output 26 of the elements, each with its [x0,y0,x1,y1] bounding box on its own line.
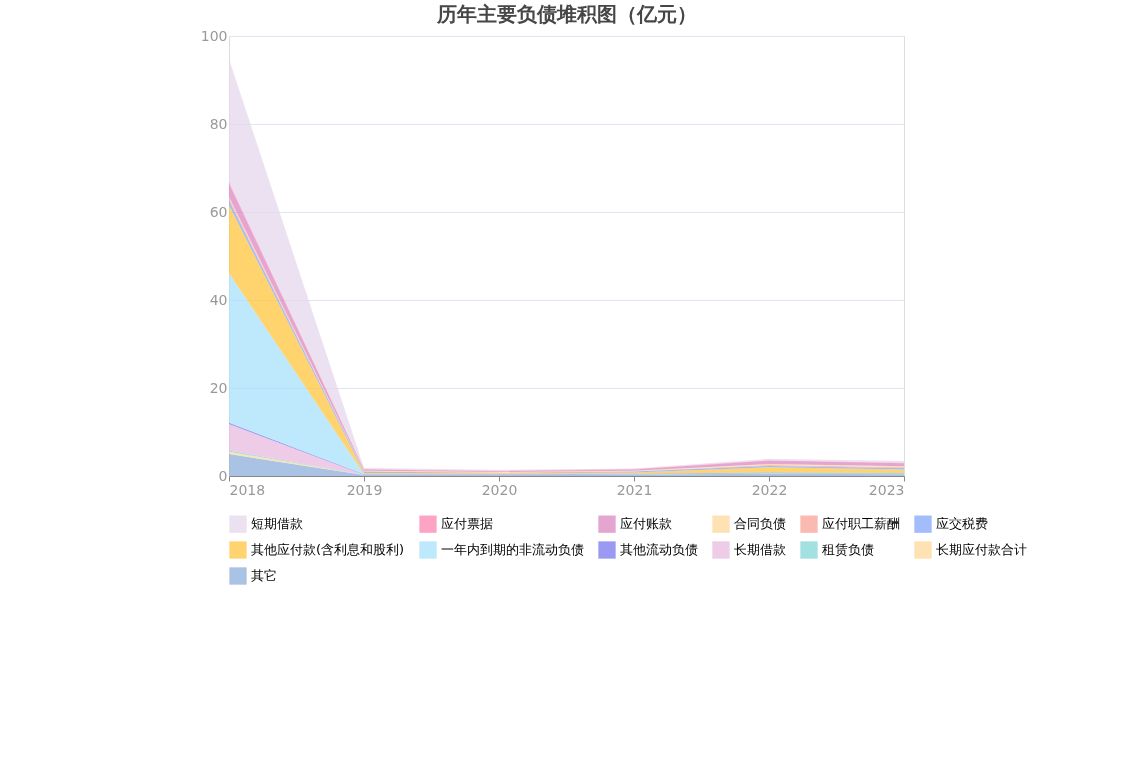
x-tick-label: 2023 [868,481,905,498]
y-tick-label: 40 [209,291,228,308]
legend-label: 其他流动负债 [620,542,698,557]
x-tick-label: 2022 [751,481,788,498]
legend-label: 应付账款 [620,516,672,532]
x-tick-label: 2018 [229,481,266,498]
legend-label: 长期应付款合计 [936,542,1027,557]
y-tick-label: 20 [209,379,228,396]
legend-label: 应付职工薪酬 [822,516,900,532]
legend-label: 一年内到期的非流动负债 [441,542,584,557]
x-tick-label: 2021 [616,481,653,498]
legend-label: 租赁负债 [822,542,874,557]
x-tick-label: 2020 [481,481,518,498]
chart-title: 历年主要负债堆积图（亿元） [435,2,697,26]
legend-label: 合同负债 [734,516,786,532]
legend-label: 短期借款 [251,516,303,532]
x-tick-label: 2019 [346,481,383,498]
legend-label: 长期借款 [734,542,786,557]
legend-label: 其他应付款(含利息和股利) [251,542,405,557]
legend-label: 应付票据 [441,516,493,532]
y-tick-label: 0 [218,467,228,484]
y-tick-label: 100 [200,27,228,44]
legend-label: 其它 [251,568,277,583]
y-tick-label: 60 [209,203,228,220]
y-tick-label: 80 [209,115,228,132]
legend-label: 应交税费 [936,516,988,532]
